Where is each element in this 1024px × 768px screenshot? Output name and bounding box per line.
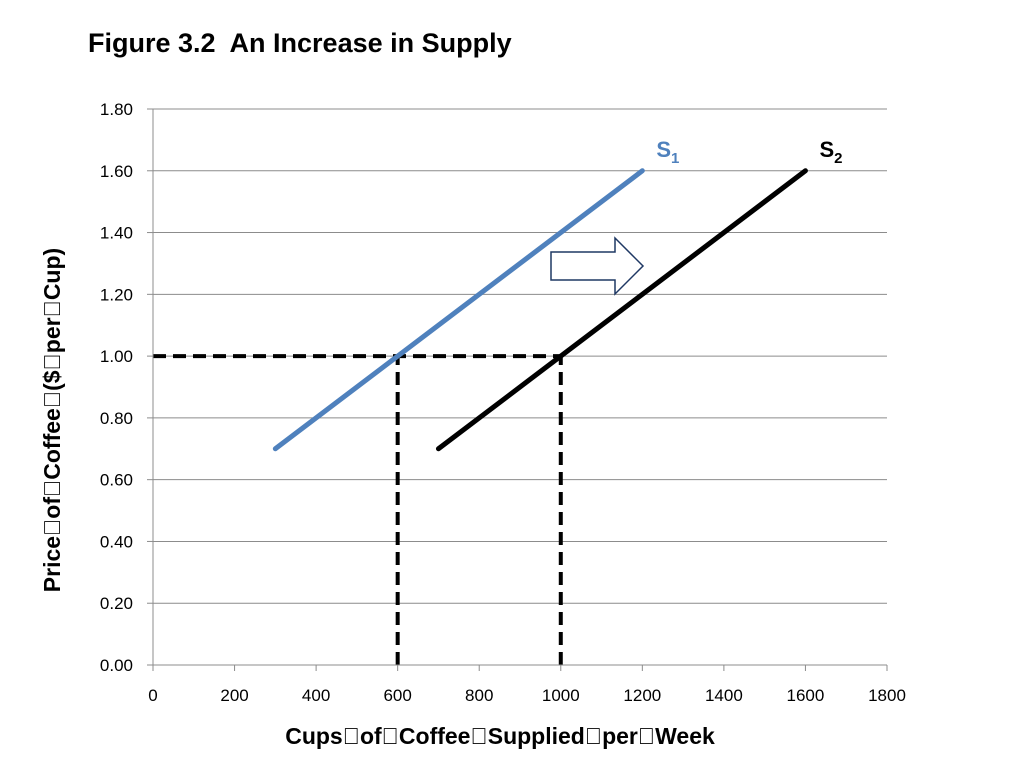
y-tick-label: 0.80 xyxy=(100,409,133,428)
x-tick-label: 1000 xyxy=(542,686,580,705)
curve-label-s2: S2 xyxy=(819,137,842,167)
supply-curve-2 xyxy=(435,168,808,452)
x-tick-label: 1800 xyxy=(868,686,906,705)
y-tick-label: 1.80 xyxy=(100,100,133,119)
x-tick-label: 200 xyxy=(220,686,248,705)
supply-curve-1 xyxy=(272,168,645,452)
chart-title: Figure 3.2 An Increase in Supply xyxy=(88,28,512,58)
x-tick-label: 1200 xyxy=(623,686,661,705)
y-tick-label: 1.00 xyxy=(100,347,133,366)
x-tick-label: 400 xyxy=(302,686,330,705)
y-tick-label: 1.60 xyxy=(100,162,133,181)
y-axis-title: Price of Coffee ($ per Cup) xyxy=(39,248,65,592)
x-tick-label: 1400 xyxy=(705,686,743,705)
x-tick-label: 600 xyxy=(383,686,411,705)
x-axis-title: Cups of Coffee Supplied per Week xyxy=(285,723,715,749)
x-tick-label: 0 xyxy=(148,686,157,705)
x-tick-label: 800 xyxy=(465,686,493,705)
y-tick-label: 0.40 xyxy=(100,532,133,551)
y-tick-label: 1.40 xyxy=(100,224,133,243)
x-tick-label: 1600 xyxy=(787,686,825,705)
y-tick-label: 1.20 xyxy=(100,285,133,304)
shift-arrow-icon xyxy=(550,236,645,296)
y-tick-label: 0.60 xyxy=(100,471,133,490)
y-tick-label: 0.20 xyxy=(100,594,133,613)
curve-label-s1: S1 xyxy=(656,137,679,167)
y-tick-label: 0.00 xyxy=(100,656,133,675)
